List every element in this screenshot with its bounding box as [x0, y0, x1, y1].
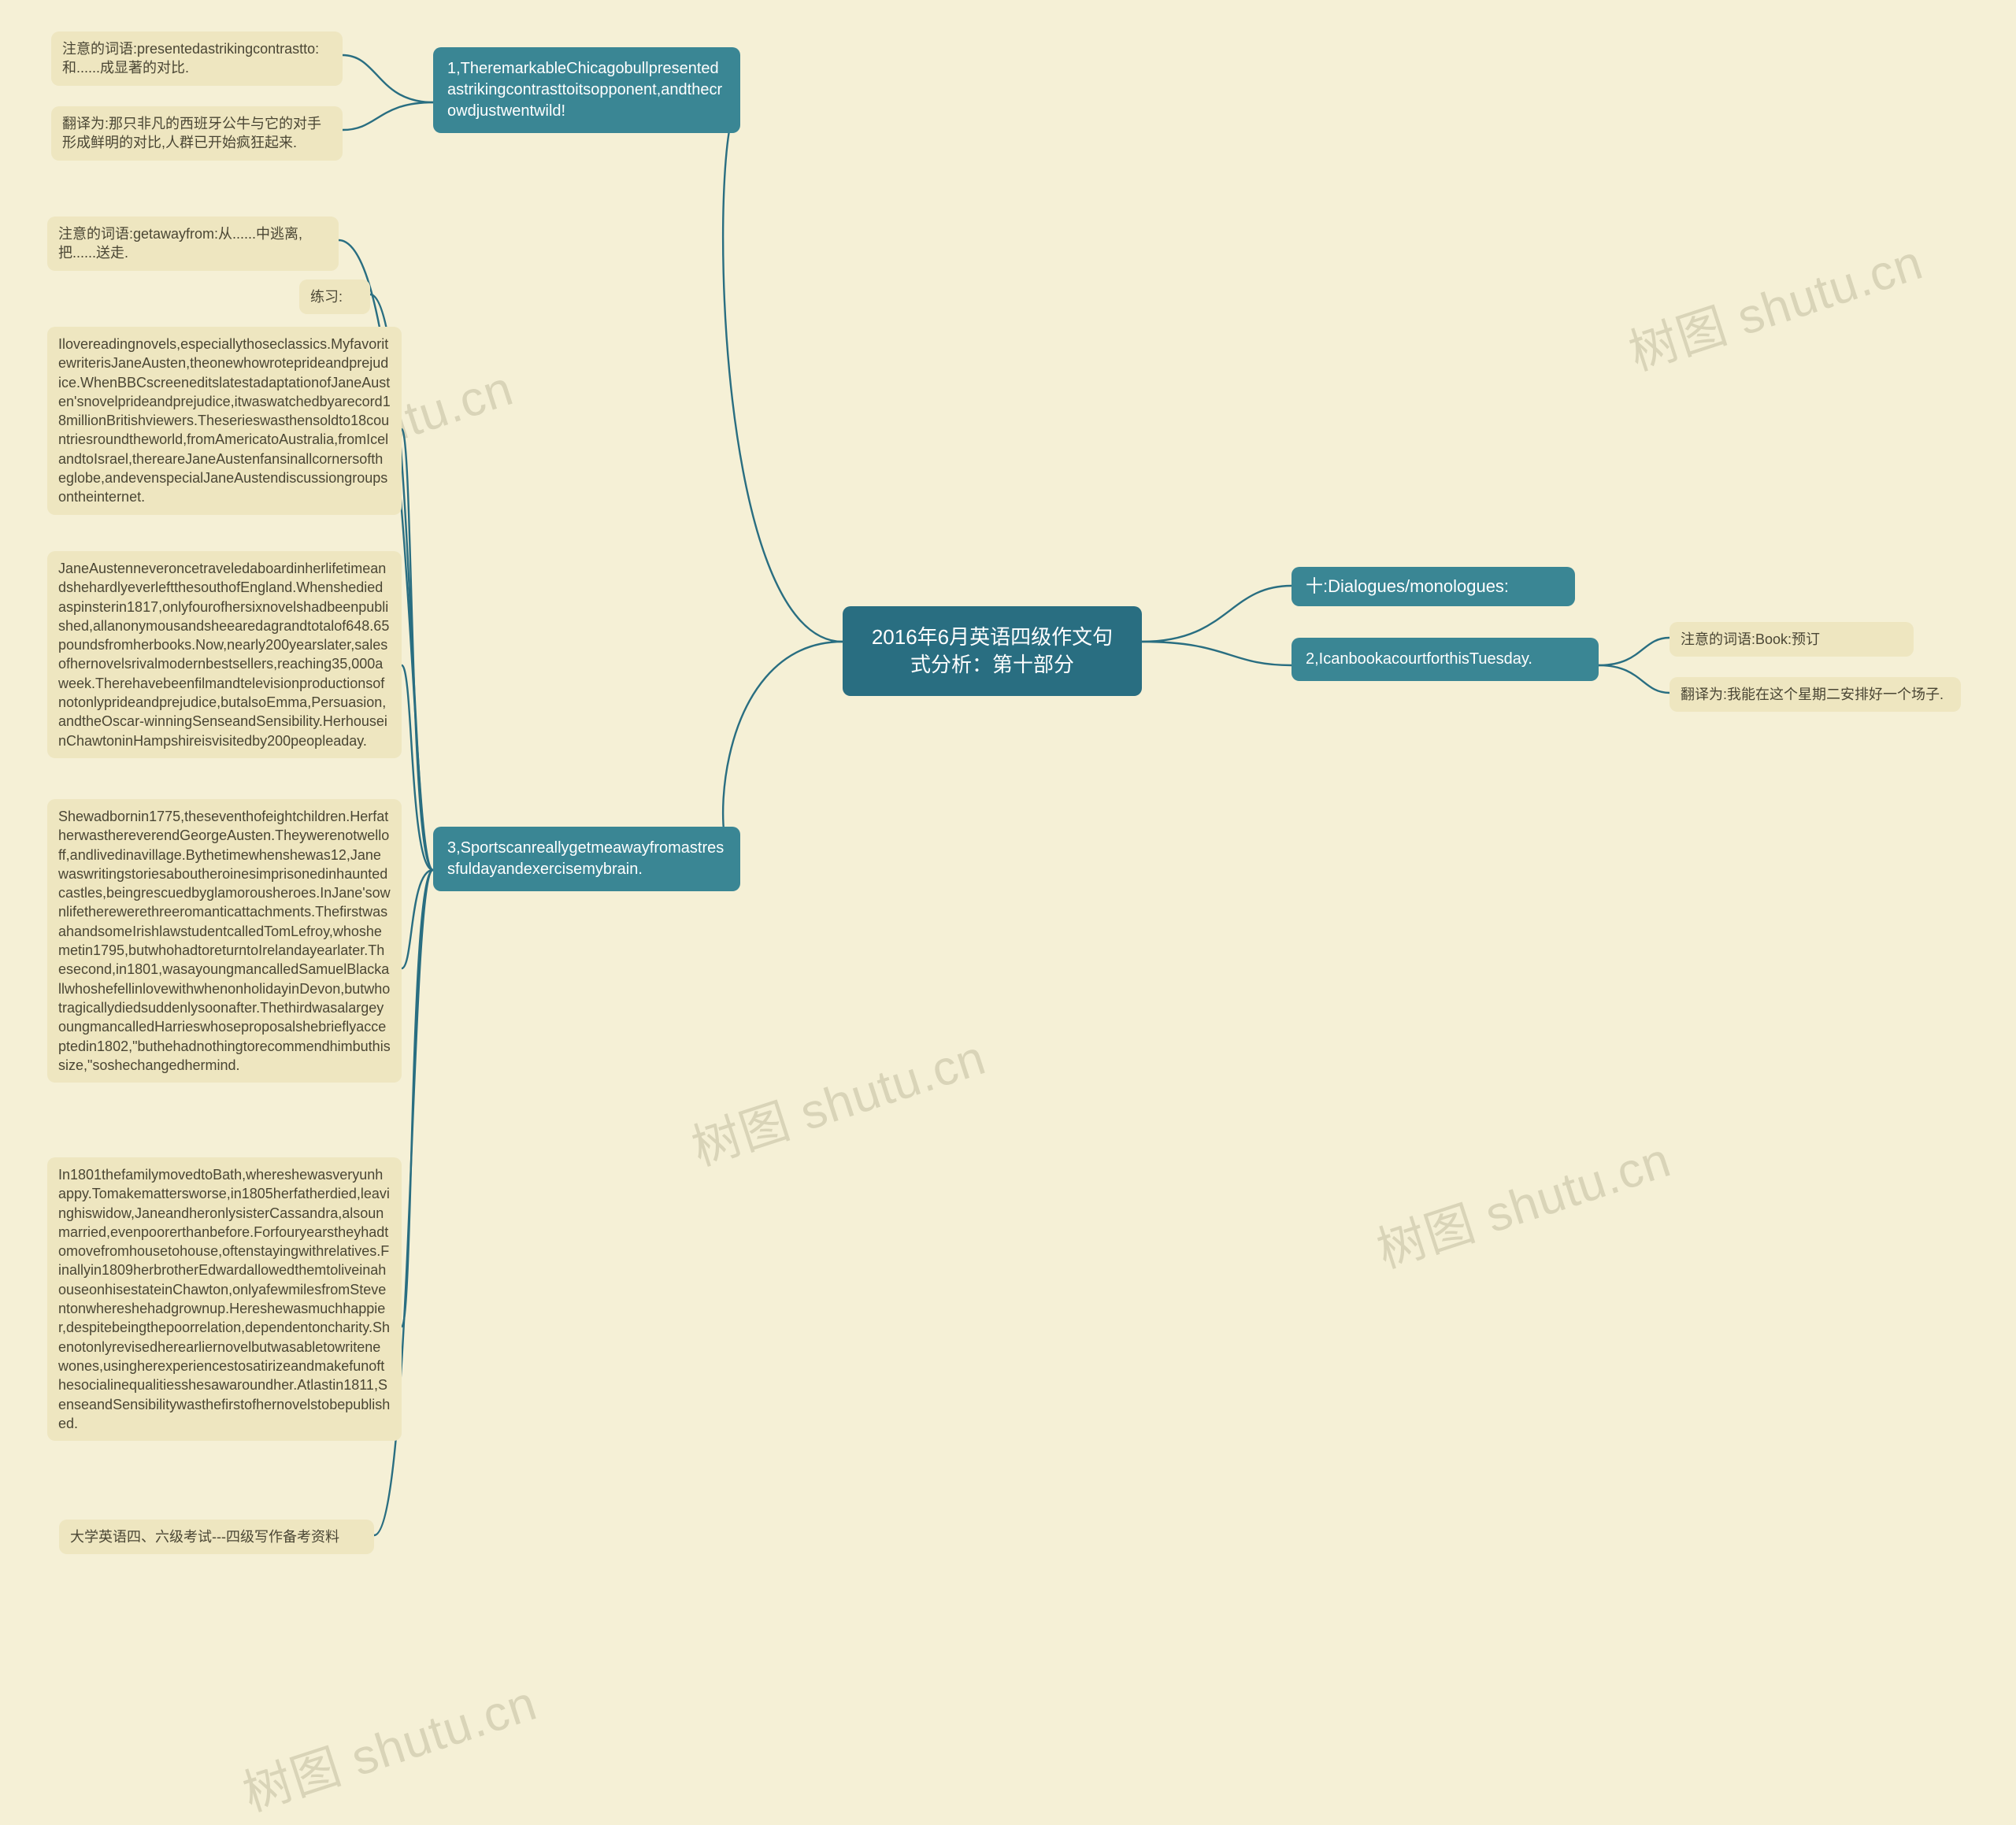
item3-paragraph-1: Ilovereadingnovels,especiallythoseclassi…	[47, 327, 402, 515]
mindmap-edge	[343, 102, 433, 130]
item1-note-a: 注意的词语:presentedastrikingcontrastto:和....…	[51, 31, 343, 86]
item3-paragraph-4: In1801thefamilymovedtoBath,whereshewasve…	[47, 1157, 402, 1441]
root-node: 2016年6月英语四级作文句式分析：第十部分	[843, 606, 1142, 696]
mindmap-edge	[343, 55, 433, 102]
mindmap-edge	[1599, 638, 1670, 665]
item3-footer: 大学英语四、六级考试---四级写作备考资料	[59, 1520, 374, 1554]
watermark: 树图 shutu.cn	[682, 1017, 993, 1179]
watermark: 树图 shutu.cn	[1367, 1120, 1678, 1281]
item3-practice-label: 练习:	[299, 279, 370, 314]
item2-node: 2,IcanbookacourtforthisTuesday.	[1292, 638, 1599, 681]
item3-paragraph-3: Shewadbornin1775,theseventhofeightchildr…	[47, 799, 402, 1083]
mindmap-edge	[402, 665, 433, 870]
mindmap-edge	[1599, 665, 1670, 693]
watermark: 树图 shutu.cn	[1619, 222, 1930, 383]
item1-node: 1,TheremarkableChicagobullpresentedastri…	[433, 47, 740, 133]
mindmap-edge	[723, 102, 843, 642]
item3-paragraph-2: JaneAustenneveroncetraveledaboardinherli…	[47, 551, 402, 758]
mindmap-edge	[1142, 642, 1292, 665]
mindmap-edge	[1142, 586, 1292, 642]
item1-note-b: 翻译为:那只非凡的西班牙公牛与它的对手形成鲜明的对比,人群已开始疯狂起来.	[51, 106, 343, 161]
dialogues-header: 十:Dialogues/monologues:	[1292, 567, 1575, 606]
watermark: 树图 shutu.cn	[233, 1663, 544, 1824]
mindmap-edge	[723, 642, 843, 870]
mindmap-edge	[402, 429, 433, 870]
item3-note-a: 注意的词语:getawayfrom:从......中逃离,把......送走.	[47, 217, 339, 271]
mindmap-edge	[402, 870, 433, 1327]
item2-note-a: 注意的词语:Book:预订	[1670, 622, 1914, 657]
item3-node: 3,Sportscanreallygetmeawayfromastressful…	[433, 827, 740, 891]
item2-note-b: 翻译为:我能在这个星期二安排好一个场子.	[1670, 677, 1961, 712]
mindmap-edge	[402, 870, 433, 968]
